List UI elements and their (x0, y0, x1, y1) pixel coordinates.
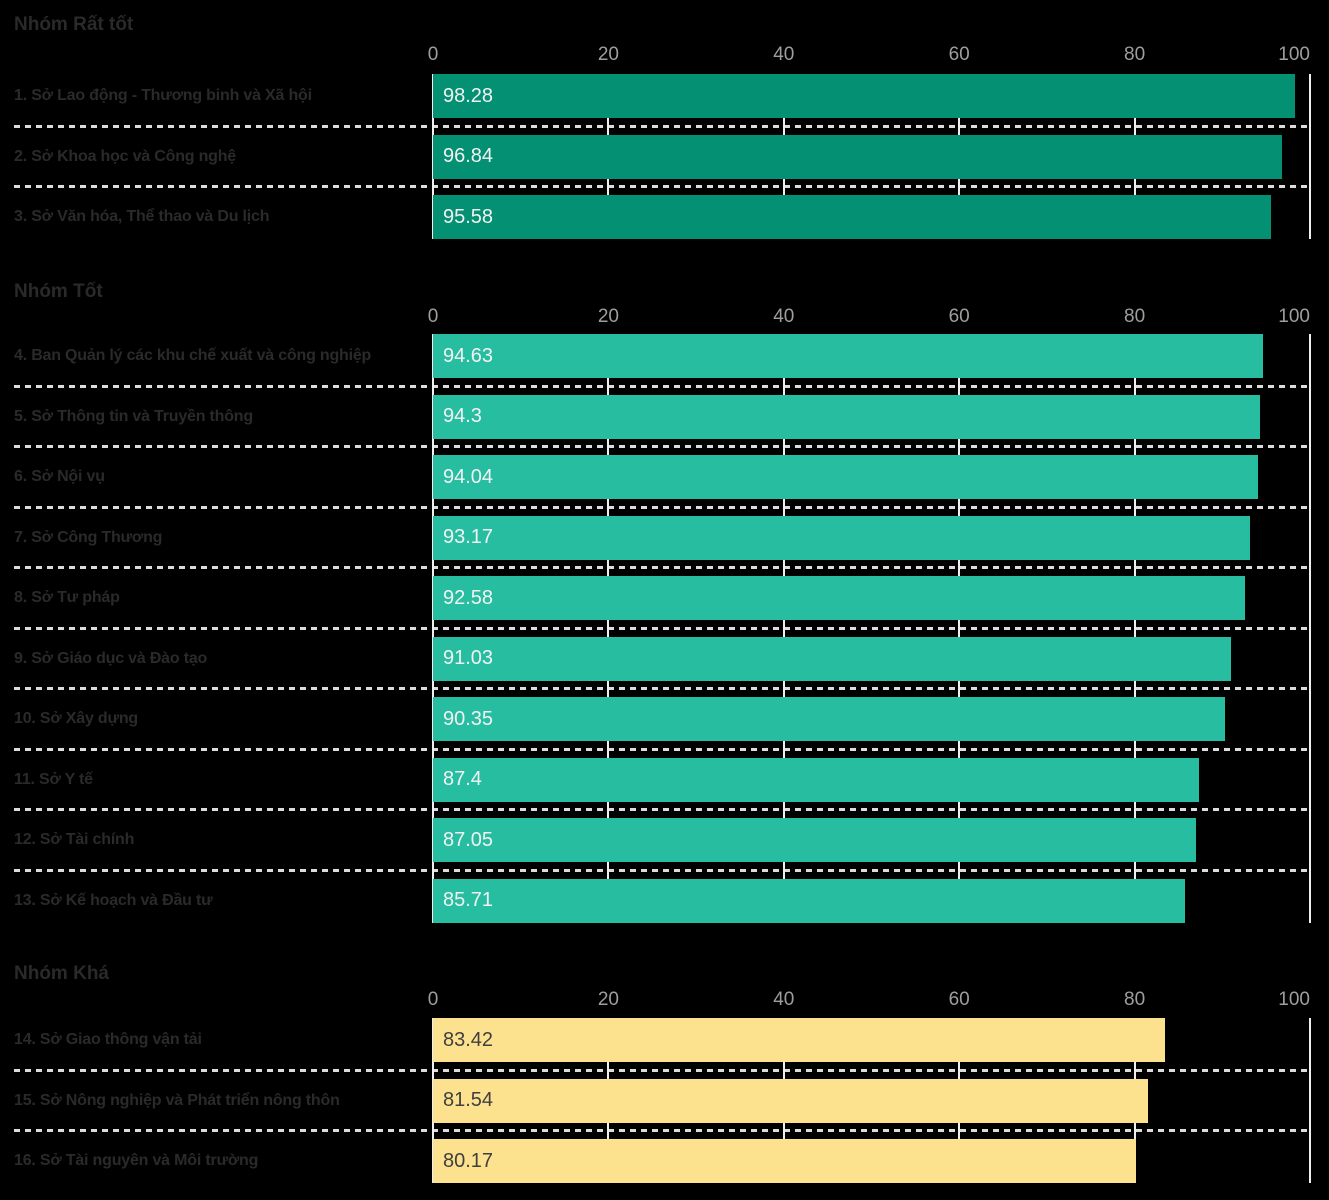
bar-value-label: 83.42 (443, 1028, 494, 1051)
gridline-100 (1309, 74, 1311, 239)
row-separator (14, 808, 1310, 812)
group-title: Nhóm Tốt (14, 281, 103, 302)
bar-value-label: 90.35 (443, 707, 494, 730)
bar-value-label: 93.17 (443, 526, 494, 548)
x-axis-tick-label: 100 (1278, 989, 1310, 1010)
bar: 90.35 (433, 697, 1226, 741)
bar: 80.17 (433, 1139, 1137, 1183)
bar-value-label: 98.28 (443, 84, 494, 107)
category-label: 8. Sở Tư pháp (14, 589, 120, 606)
x-axis-tick-label: 20 (597, 989, 619, 1010)
category-label: 10. Sở Xây dựng (14, 710, 139, 727)
group-title: Nhóm Khá (14, 963, 109, 984)
x-axis-tick-label: 80 (1124, 989, 1146, 1010)
bar-value-label: 87.05 (443, 828, 494, 851)
group-title: Nhóm Rất tốt (14, 14, 134, 35)
gridline-100 (1309, 1018, 1311, 1183)
category-label: 13. Sở Kế hoạch và Đầu tư (14, 891, 213, 909)
row-separator (14, 626, 1310, 630)
bar: 94.63 (433, 334, 1263, 378)
bar: 85.71 (433, 878, 1185, 923)
x-axis-tick-label: 0 (427, 44, 439, 65)
category-label: 7. Sở Công Thương (14, 528, 163, 546)
bar: 94.04 (433, 455, 1258, 499)
row-separator (14, 1068, 1310, 1072)
plot-area: 94.63 94.3 94.04 93.17 92.58 91.03 90.35 87.4 87… (14, 334, 1311, 923)
bar-value-label: 80.17 (443, 1149, 494, 1172)
bar-value-label: 91.03 (443, 647, 494, 669)
x-axis-tick-label: 0 (427, 306, 439, 327)
category-label: 2. Sở Khoa học và Công nghệ (14, 147, 236, 165)
gridline-60 (958, 334, 961, 923)
gridline-100 (1309, 334, 1311, 923)
row-separator (14, 124, 1310, 128)
x-axis-tick-label: 20 (597, 306, 619, 327)
category-label: 16. Sở Tài nguyên và Môi trường (14, 1152, 259, 1169)
bar: 92.58 (433, 576, 1245, 620)
bar: 95.58 (433, 195, 1272, 239)
x-axis-tick-label: 40 (773, 44, 795, 65)
row-separator (14, 384, 1310, 388)
bar: 87.4 (433, 757, 1200, 802)
x-axis-tick-label: 0 (427, 989, 439, 1010)
category-label: 3. Sở Văn hóa, Thể thao và Du lịch (14, 208, 270, 225)
bar-value-label: 94.63 (443, 344, 494, 367)
x-axis-tick-label: 40 (773, 306, 795, 327)
x-axis-tick-label: 60 (948, 989, 970, 1010)
gridline-80 (1133, 334, 1136, 923)
x-axis-tick-label: 80 (1124, 306, 1146, 327)
bar: 83.42 (433, 1018, 1165, 1062)
category-label: 12. Sở Tài chính (14, 831, 135, 848)
category-label: 6. Sở Nội vụ (14, 468, 105, 485)
bar-value-label: 87.4 (443, 768, 482, 790)
row-separator (14, 505, 1310, 509)
category-label: 14. Sở Giao thông vận tải (14, 1031, 202, 1048)
row-separator (14, 687, 1310, 691)
bar: 91.03 (433, 636, 1232, 681)
x-axis-tick-label: 60 (948, 44, 970, 65)
row-separator (14, 1129, 1310, 1133)
x-axis-tick-label: 80 (1124, 44, 1146, 65)
category-label: 15. Sở Nông nghiệp và Phát triển nông th… (14, 1091, 340, 1109)
bar-value-label: 85.71 (443, 889, 494, 911)
category-label: 11. Sở Y tế (14, 770, 93, 788)
bar-value-label: 95.58 (443, 205, 494, 228)
x-axis-tick-label: 20 (597, 44, 619, 65)
x-axis-tick-label: 60 (948, 306, 970, 327)
bar-value-label: 81.54 (443, 1089, 494, 1111)
x-axis-tick-label: 100 (1278, 306, 1310, 327)
gridline-0 (432, 334, 434, 923)
row-separator (14, 868, 1310, 872)
bar-value-label: 94.3 (443, 405, 482, 427)
bar: 98.28 (433, 74, 1295, 118)
x-axis-tick-label: 100 (1278, 44, 1310, 65)
bar: 96.84 (433, 134, 1283, 179)
gridline-40 (782, 334, 785, 923)
category-label: 1. Sở Lao động - Thương binh và Xã hội (14, 87, 312, 104)
row-separator (14, 185, 1310, 189)
bar: 93.17 (433, 515, 1251, 560)
category-label: 5. Sở Thông tin và Truyền thông (14, 407, 253, 425)
category-label: 4. Ban Quản lý các khu chế xuất và công … (14, 347, 372, 364)
bar-value-label: 92.58 (443, 586, 494, 609)
row-separator (14, 445, 1310, 449)
gridline-20 (607, 334, 610, 923)
bar-value-label: 94.04 (443, 465, 494, 488)
row-separator (14, 566, 1310, 570)
plot-area: 83.42 81.54 80.17 (14, 1018, 1311, 1183)
bar: 94.3 (433, 394, 1260, 439)
bar-value-label: 96.84 (443, 145, 494, 167)
bar: 81.54 (433, 1078, 1149, 1123)
x-axis-tick-label: 40 (773, 989, 795, 1010)
bar: 87.05 (433, 818, 1197, 862)
plot-area: 98.28 96.84 95.58 (14, 74, 1311, 239)
category-label: 9. Sở Giáo dục và Đào tạo (14, 649, 208, 667)
row-separator (14, 747, 1310, 751)
